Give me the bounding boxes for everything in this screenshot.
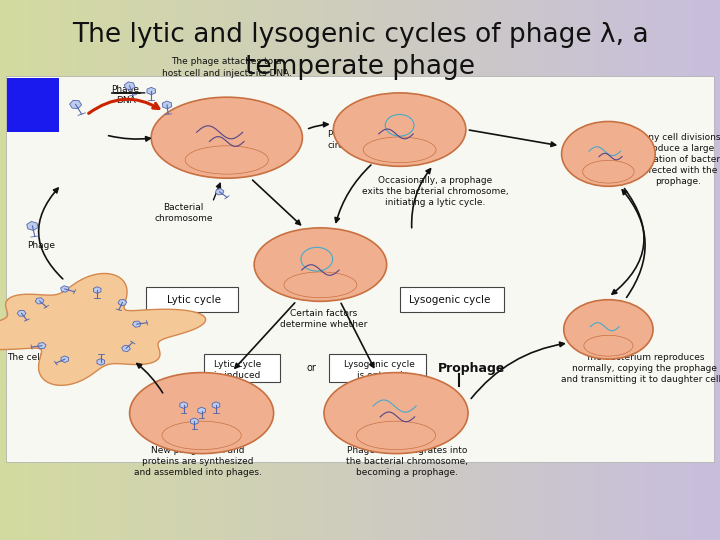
Ellipse shape	[151, 97, 302, 178]
Text: Many cell divisions
produce a large
population of bacteria
infected with the
pro: Many cell divisions produce a large popu…	[628, 133, 720, 186]
Ellipse shape	[363, 137, 436, 163]
Text: Phage: Phage	[27, 241, 55, 250]
Text: The bacterium reproduces
normally, copying the prophage
and transmitting it to d: The bacterium reproduces normally, copyi…	[561, 353, 720, 384]
Ellipse shape	[254, 228, 387, 301]
Ellipse shape	[584, 335, 633, 356]
Ellipse shape	[356, 421, 436, 449]
Ellipse shape	[333, 93, 466, 166]
FancyBboxPatch shape	[6, 76, 714, 462]
FancyBboxPatch shape	[146, 287, 238, 312]
Polygon shape	[0, 273, 206, 386]
Text: Certain factors
determine whether: Certain factors determine whether	[280, 308, 368, 329]
Ellipse shape	[582, 160, 634, 183]
Text: Lytic cycle: Lytic cycle	[167, 295, 222, 305]
Text: Occasionally, a prophage
exits the bacterial chromosome,
initiating a lytic cycl: Occasionally, a prophage exits the bacte…	[362, 176, 509, 207]
Ellipse shape	[185, 146, 269, 174]
Text: Lytic cycle
is induced: Lytic cycle is induced	[214, 360, 261, 380]
Text: Bacterial
chromosome: Bacterial chromosome	[154, 203, 213, 224]
Text: Phage DNA integrates into
the bacterial chromosome,
becoming a prophage.: Phage DNA integrates into the bacterial …	[346, 446, 468, 477]
FancyBboxPatch shape	[400, 287, 504, 312]
FancyBboxPatch shape	[329, 354, 426, 382]
Text: Lysogenic cycle
is entered: Lysogenic cycle is entered	[344, 360, 415, 380]
FancyBboxPatch shape	[204, 354, 280, 382]
FancyBboxPatch shape	[7, 78, 59, 132]
Ellipse shape	[564, 300, 653, 359]
Text: Lysogenic cycle: Lysogenic cycle	[409, 295, 491, 305]
Text: Prophage: Prophage	[438, 362, 505, 375]
Ellipse shape	[284, 272, 357, 298]
Ellipse shape	[162, 421, 241, 449]
Text: Phage DNA
circularizes: Phage DNA circularizes	[328, 130, 379, 151]
Ellipse shape	[324, 373, 468, 454]
Text: New phage DNA and
proteins are synthesized
and assembled into phages.: New phage DNA and proteins are synthesiz…	[134, 446, 262, 477]
Text: temperate phage: temperate phage	[245, 55, 475, 80]
Ellipse shape	[562, 122, 655, 186]
Text: The cell lyses, releasing phages.: The cell lyses, releasing phages.	[7, 353, 155, 362]
Text: Phage
DNA: Phage DNA	[112, 85, 140, 105]
Ellipse shape	[130, 373, 274, 454]
Text: The phage attaches to a
host cell and injects its DNA.: The phage attaches to a host cell and in…	[162, 57, 292, 78]
Text: or: or	[307, 363, 317, 373]
Text: The lytic and lysogenic cycles of phage λ, a: The lytic and lysogenic cycles of phage …	[72, 22, 648, 48]
